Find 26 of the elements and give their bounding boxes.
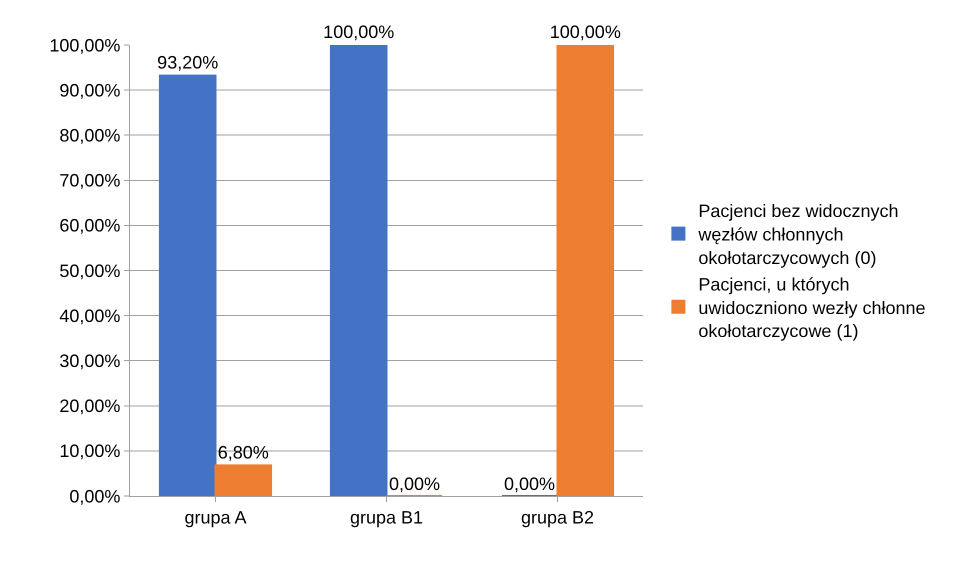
legend-label: Pacjenci, u których uwidoczniono wezły chłonne okołotarczycowe (1) <box>698 274 926 342</box>
x-tick-label: grupa A <box>184 508 247 528</box>
y-tick-label: 0,00% <box>69 486 120 506</box>
bar <box>158 74 216 496</box>
y-tick-label: 30,00% <box>59 351 120 371</box>
x-tick-label: grupa B1 <box>350 508 424 528</box>
data-label: 0,00% <box>389 474 440 494</box>
data-label: 100,00% <box>323 22 394 42</box>
data-label: 0,00% <box>504 474 556 494</box>
bar <box>556 45 614 496</box>
y-tick-label: 10,00% <box>59 441 120 462</box>
data-label: 93,20% <box>157 52 218 73</box>
y-tick-label: 70,00% <box>59 170 120 191</box>
legend-label: Pacjenci bez widocznych węzłów chłonnych okołotarczycowych (0) <box>697 201 898 268</box>
y-tick-label: 80,00% <box>59 126 120 146</box>
data-label: 6,80% <box>218 442 269 462</box>
y-tick-label: 90,00% <box>59 80 120 100</box>
data-label: 100,00% <box>550 22 621 42</box>
y-tick-label: 100,00% <box>49 35 120 56</box>
bar <box>330 45 388 496</box>
bar <box>214 464 272 496</box>
y-tick-label: 60,00% <box>59 216 120 236</box>
y-tick-label: 50,00% <box>59 260 120 281</box>
x-tick-label: grupa B2 <box>520 508 594 528</box>
y-tick-label: 20,00% <box>59 396 120 416</box>
y-tick-label: 40,00% <box>59 306 120 326</box>
